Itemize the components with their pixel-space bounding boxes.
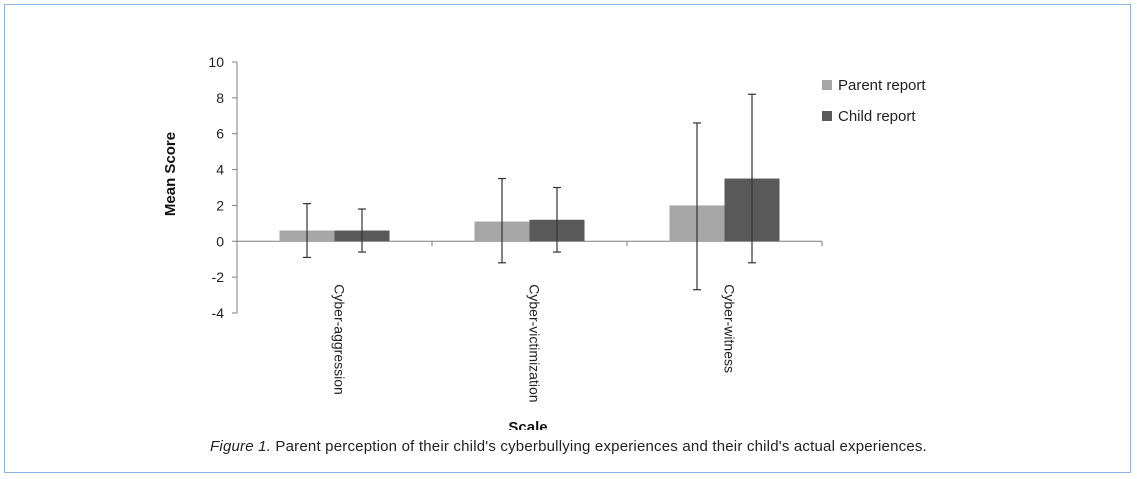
bar-chart: -4 -2 0 2 4 6 8 10 Cyber-aggression Cyber-victimi…: [162, 54, 926, 430]
y-tick-label: 8: [216, 90, 224, 106]
caption-label: Figure 1.: [210, 438, 272, 455]
x-tick-label: Cyber-victimization: [527, 284, 543, 402]
y-tick-label: 2: [216, 197, 224, 213]
y-tick-label: 10: [208, 54, 224, 70]
y-tick-label: -2: [212, 269, 225, 285]
legend-label: Parent report: [838, 77, 926, 94]
y-tick-label: 0: [216, 233, 224, 249]
caption-text: Parent perception of their child's cyber…: [271, 438, 927, 455]
y-tick-label: 4: [216, 162, 224, 178]
x-tick-label: Cyber-aggression: [332, 284, 348, 395]
y-tick-label: -4: [212, 305, 225, 321]
legend-swatch: [822, 80, 832, 90]
x-tick-label: Cyber-witness: [722, 284, 738, 373]
legend-label: Child report: [838, 108, 916, 125]
y-tick-label: 6: [216, 126, 224, 142]
legend-swatch: [822, 111, 832, 121]
y-axis-title: Mean Score: [162, 132, 179, 216]
x-axis-title: Scale: [508, 419, 547, 430]
figure-caption: Figure 1. Parent perception of their chi…: [0, 438, 1137, 455]
